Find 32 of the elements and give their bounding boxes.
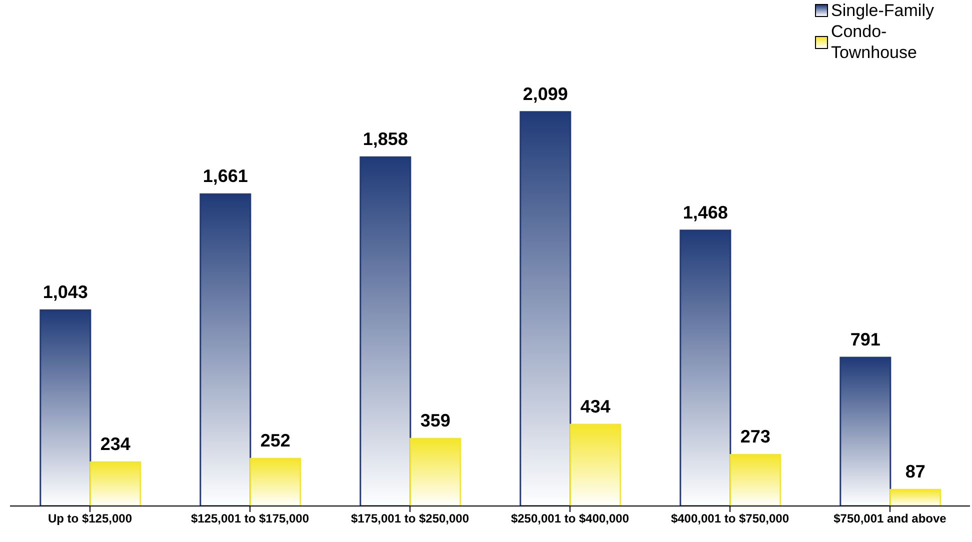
data-label: 87 <box>905 462 926 482</box>
bar <box>570 424 622 506</box>
data-label: 252 <box>260 430 290 451</box>
bar <box>680 230 732 506</box>
bar <box>250 458 302 506</box>
data-label: 1,043 <box>42 282 88 302</box>
bar <box>410 438 462 506</box>
data-label: 791 <box>850 329 880 350</box>
bar <box>360 156 412 506</box>
bar <box>90 461 142 506</box>
data-label: 234 <box>100 434 130 454</box>
bar <box>890 488 942 506</box>
data-label: 273 <box>740 426 770 447</box>
data-label: 359 <box>420 410 450 431</box>
x-tick-label: $175,001 to $250,000 <box>350 512 470 526</box>
legend-label: Condo-Townhouse <box>830 21 918 63</box>
bar <box>200 193 252 506</box>
data-label: 1,661 <box>202 166 248 186</box>
data-label: 434 <box>580 396 610 417</box>
bar <box>520 111 572 506</box>
x-tick-label: $125,001 to $175,000 <box>190 512 310 526</box>
bar <box>840 356 892 506</box>
data-label: 2,099 <box>522 84 568 104</box>
data-label: 1,468 <box>682 202 728 222</box>
x-tick-label: $750,001 and above <box>834 512 947 526</box>
x-tick-label: Up to $125,000 <box>48 512 132 526</box>
bar <box>730 454 782 506</box>
legend-label: Single-Family <box>831 0 934 21</box>
x-tick-label: $250,001 to $400,000 <box>510 512 630 526</box>
x-tick-label: $400,001 to $750,000 <box>670 512 790 526</box>
bar <box>40 309 92 506</box>
data-label: 1,858 <box>362 129 408 150</box>
